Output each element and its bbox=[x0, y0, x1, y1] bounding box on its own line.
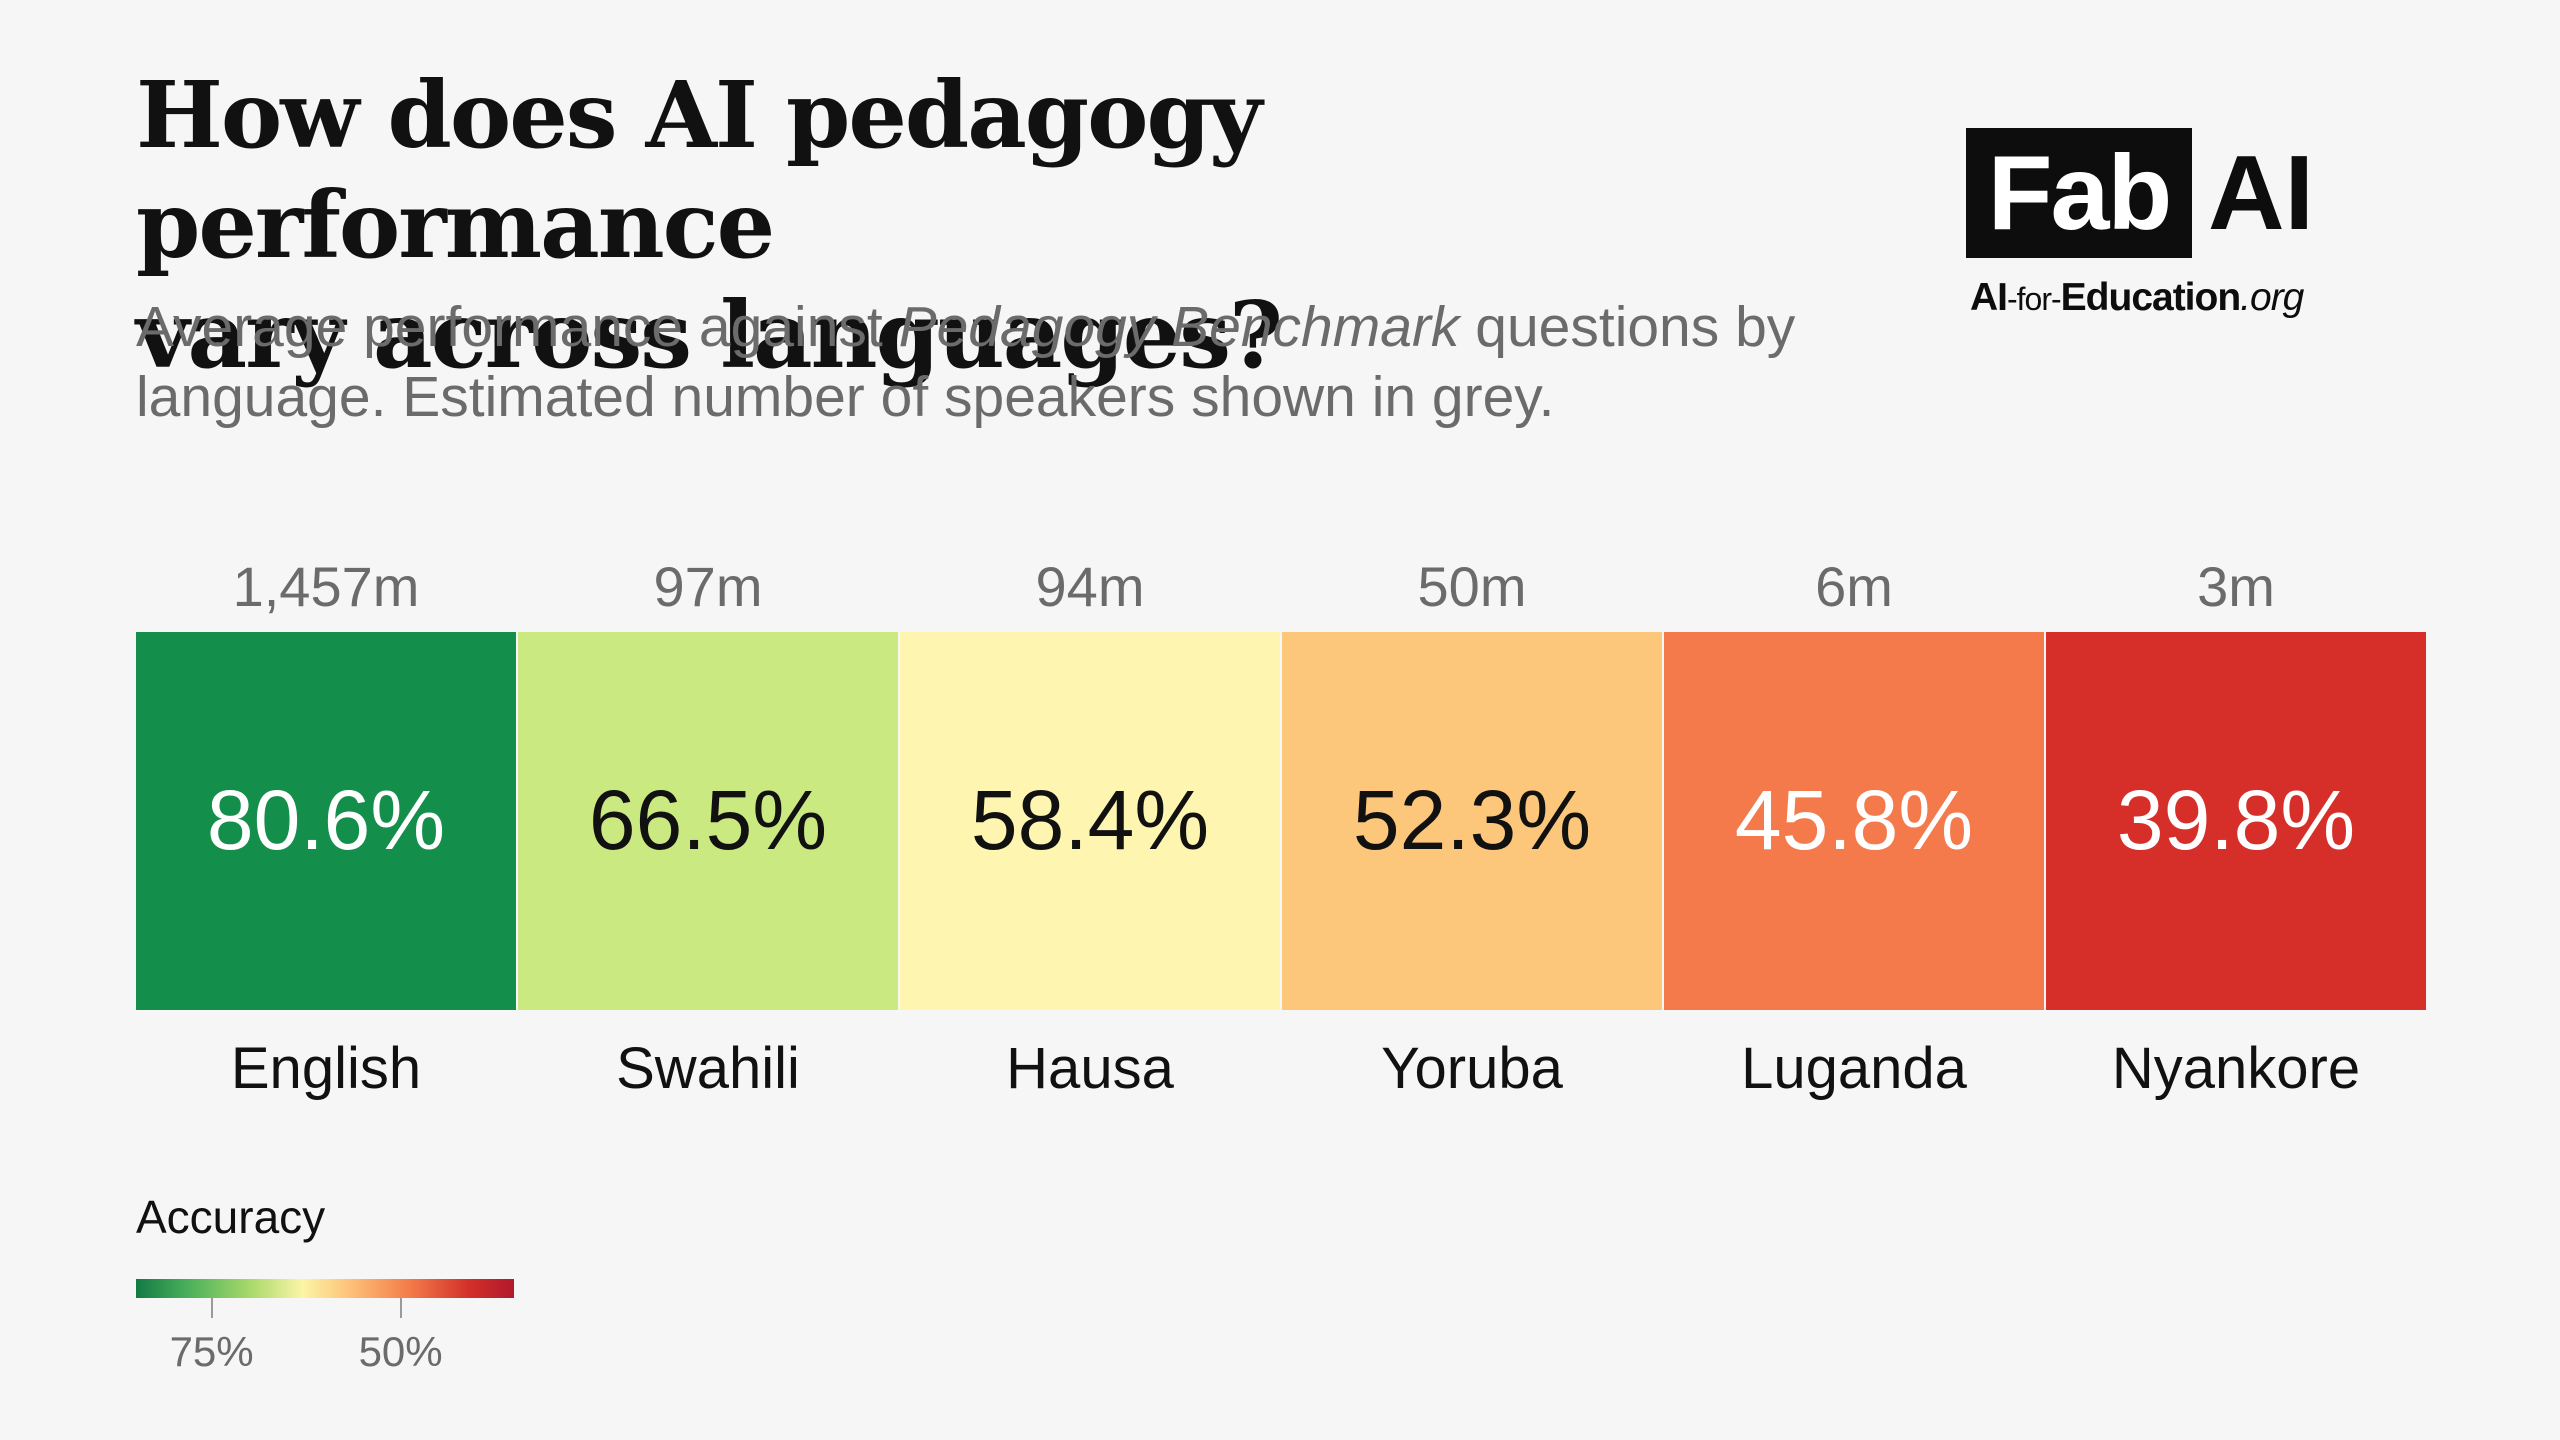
language-label: English bbox=[231, 1036, 421, 1101]
subtitle-text: Average performance against bbox=[136, 295, 899, 359]
chart-title-line: vary across languages? bbox=[136, 281, 1283, 389]
logo-url-part: -for- bbox=[2007, 281, 2062, 317]
heatmap-cell bbox=[1664, 632, 2044, 1010]
chart-subtitle: Average performance against Pedagogy Ben… bbox=[136, 292, 1996, 432]
legend-tick-label: 50% bbox=[358, 1328, 443, 1375]
legend-tick-mark bbox=[210, 1298, 213, 1318]
legend-color-scale bbox=[136, 1279, 514, 1298]
speaker-count-label: 6m bbox=[1815, 555, 1893, 618]
legend-tick-label: 75% bbox=[169, 1328, 254, 1375]
language-label: Yoruba bbox=[1381, 1036, 1563, 1101]
cell-value-label: 39.8% bbox=[2117, 773, 2355, 867]
cell-value-label: 45.8% bbox=[1735, 773, 1973, 867]
heatmap-cell bbox=[1282, 632, 1662, 1010]
speaker-count-label: 97m bbox=[654, 555, 763, 618]
subtitle-benchmark-name: Pedagogy Benchmark bbox=[898, 295, 1460, 359]
language-label: Nyankore bbox=[2112, 1036, 2360, 1101]
cell-value-label: 66.5% bbox=[589, 773, 827, 867]
logo-ai: AI bbox=[2208, 134, 2314, 252]
fab-ai-logo: Fab AI AI-for-Education.org bbox=[1966, 128, 2336, 328]
chart-title-line: How does AI pedagogy performance bbox=[136, 61, 1262, 279]
cell-value-label: 80.6% bbox=[207, 773, 445, 867]
legend-title: Accuracy bbox=[136, 1191, 326, 1243]
heatmap-cell bbox=[2046, 632, 2426, 1010]
speaker-count-label: 94m bbox=[1036, 555, 1145, 618]
heatmap-cell bbox=[900, 632, 1280, 1010]
cell-value-label: 58.4% bbox=[971, 773, 1209, 867]
legend-tick-mark bbox=[399, 1298, 402, 1318]
heatmap-cell bbox=[136, 632, 516, 1010]
logo-url: AI-for-Education.org bbox=[1970, 276, 2304, 320]
logo-url-part: .org bbox=[2240, 276, 2304, 319]
logo-box: Fab bbox=[1966, 128, 2192, 258]
language-label: Swahili bbox=[616, 1036, 800, 1101]
speaker-count-label: 50m bbox=[1418, 555, 1527, 618]
logo-url-part: Education bbox=[2060, 276, 2242, 319]
language-label: Hausa bbox=[1006, 1036, 1174, 1101]
speaker-count-label: 1,457m bbox=[233, 555, 420, 618]
language-label: Luganda bbox=[1741, 1036, 1968, 1101]
cell-value-label: 52.3% bbox=[1353, 773, 1591, 867]
subtitle-text: questions by language. Estimated number … bbox=[136, 295, 1796, 429]
logo-url-part: AI bbox=[1970, 276, 2008, 319]
speaker-count-label: 3m bbox=[2197, 555, 2275, 618]
accuracy-heatmap: 80.6% 1,457m English 66.5% 97m Swahili 58.4% 94… bbox=[136, 555, 2426, 1101]
chart-title: How does AI pedagogy performance vary ac… bbox=[136, 60, 1836, 390]
heatmap-cell bbox=[518, 632, 898, 1010]
